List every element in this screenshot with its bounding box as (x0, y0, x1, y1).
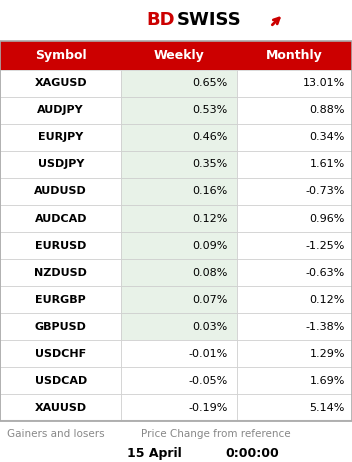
Bar (0, 70, 121, 97)
Text: 0:00:00: 0:00:00 (225, 447, 279, 460)
Bar (121, 286, 237, 313)
Bar (237, 259, 352, 286)
Text: Gainers and losers: Gainers and losers (7, 429, 105, 438)
Text: 0.35%: 0.35% (193, 159, 228, 170)
Text: 0.09%: 0.09% (193, 241, 228, 250)
Text: EURJPY: EURJPY (38, 133, 83, 142)
Text: EURUSD: EURUSD (35, 241, 86, 250)
Bar (237, 178, 352, 205)
Text: SWISS: SWISS (177, 12, 242, 29)
Bar (0, 151, 121, 178)
Text: Symbol: Symbol (35, 49, 87, 62)
Bar (121, 340, 237, 367)
Text: 0.16%: 0.16% (193, 187, 228, 196)
Bar (237, 70, 352, 97)
Text: EURGBP: EURGBP (35, 295, 86, 304)
Text: BD: BD (146, 12, 175, 29)
Text: 5.14%: 5.14% (310, 403, 345, 413)
Text: USDJPY: USDJPY (38, 159, 84, 170)
Bar (237, 394, 352, 421)
Bar (0, 259, 121, 286)
Text: 0.07%: 0.07% (193, 295, 228, 304)
Text: -1.25%: -1.25% (306, 241, 345, 250)
Text: 0.12%: 0.12% (310, 295, 345, 304)
Bar (0, 313, 121, 340)
Bar (121, 232, 237, 259)
Text: 0.12%: 0.12% (193, 213, 228, 224)
Text: GBPUSD: GBPUSD (35, 322, 87, 332)
Bar (0, 340, 121, 367)
Text: Weekly: Weekly (153, 49, 205, 62)
Bar (121, 151, 237, 178)
Bar (237, 313, 352, 340)
Bar (237, 97, 352, 124)
Text: -0.01%: -0.01% (188, 349, 228, 359)
Bar (237, 151, 352, 178)
Bar (0, 178, 121, 205)
Bar (237, 367, 352, 394)
Text: -1.38%: -1.38% (306, 322, 345, 332)
Bar (0, 124, 121, 151)
Text: 0.88%: 0.88% (309, 105, 345, 116)
Bar (121, 205, 237, 232)
Bar (121, 259, 237, 286)
Text: 0.96%: 0.96% (310, 213, 345, 224)
Bar (121, 313, 237, 340)
Bar (0, 41, 352, 70)
Text: -0.63%: -0.63% (306, 267, 345, 278)
Text: XAUUSD: XAUUSD (34, 403, 87, 413)
Bar (121, 178, 237, 205)
Text: XAGUSD: XAGUSD (34, 78, 87, 88)
Text: 13.01%: 13.01% (303, 78, 345, 88)
Text: Price Change from reference: Price Change from reference (141, 429, 290, 438)
Text: AUDCAD: AUDCAD (34, 213, 87, 224)
Text: 0.03%: 0.03% (193, 322, 228, 332)
Bar (0, 286, 121, 313)
Bar (121, 367, 237, 394)
Text: -0.05%: -0.05% (188, 376, 228, 386)
Text: 1.29%: 1.29% (309, 349, 345, 359)
Text: Monthly: Monthly (266, 49, 323, 62)
Text: -0.19%: -0.19% (188, 403, 228, 413)
Bar (0, 367, 121, 394)
Bar (237, 205, 352, 232)
Text: 1.69%: 1.69% (310, 376, 345, 386)
Bar (237, 232, 352, 259)
Text: AUDJPY: AUDJPY (37, 105, 84, 116)
Bar (0, 232, 121, 259)
Text: USDCAD: USDCAD (34, 376, 87, 386)
Bar (0, 97, 121, 124)
Text: 0.53%: 0.53% (193, 105, 228, 116)
Text: AUDUSD: AUDUSD (34, 187, 87, 196)
Bar (121, 124, 237, 151)
Text: 0.08%: 0.08% (193, 267, 228, 278)
Text: -0.73%: -0.73% (306, 187, 345, 196)
Bar (0, 41, 352, 421)
Text: NZDUSD: NZDUSD (34, 267, 87, 278)
Bar (121, 394, 237, 421)
Text: 0.34%: 0.34% (310, 133, 345, 142)
Text: 0.65%: 0.65% (193, 78, 228, 88)
Text: 15 April: 15 April (127, 447, 182, 460)
Bar (0, 394, 121, 421)
Text: 0.46%: 0.46% (193, 133, 228, 142)
Bar (237, 124, 352, 151)
Bar (121, 97, 237, 124)
Bar (237, 340, 352, 367)
Text: USDCHF: USDCHF (35, 349, 86, 359)
Bar (0, 205, 121, 232)
Text: 1.61%: 1.61% (310, 159, 345, 170)
Bar (237, 286, 352, 313)
Bar (121, 70, 237, 97)
